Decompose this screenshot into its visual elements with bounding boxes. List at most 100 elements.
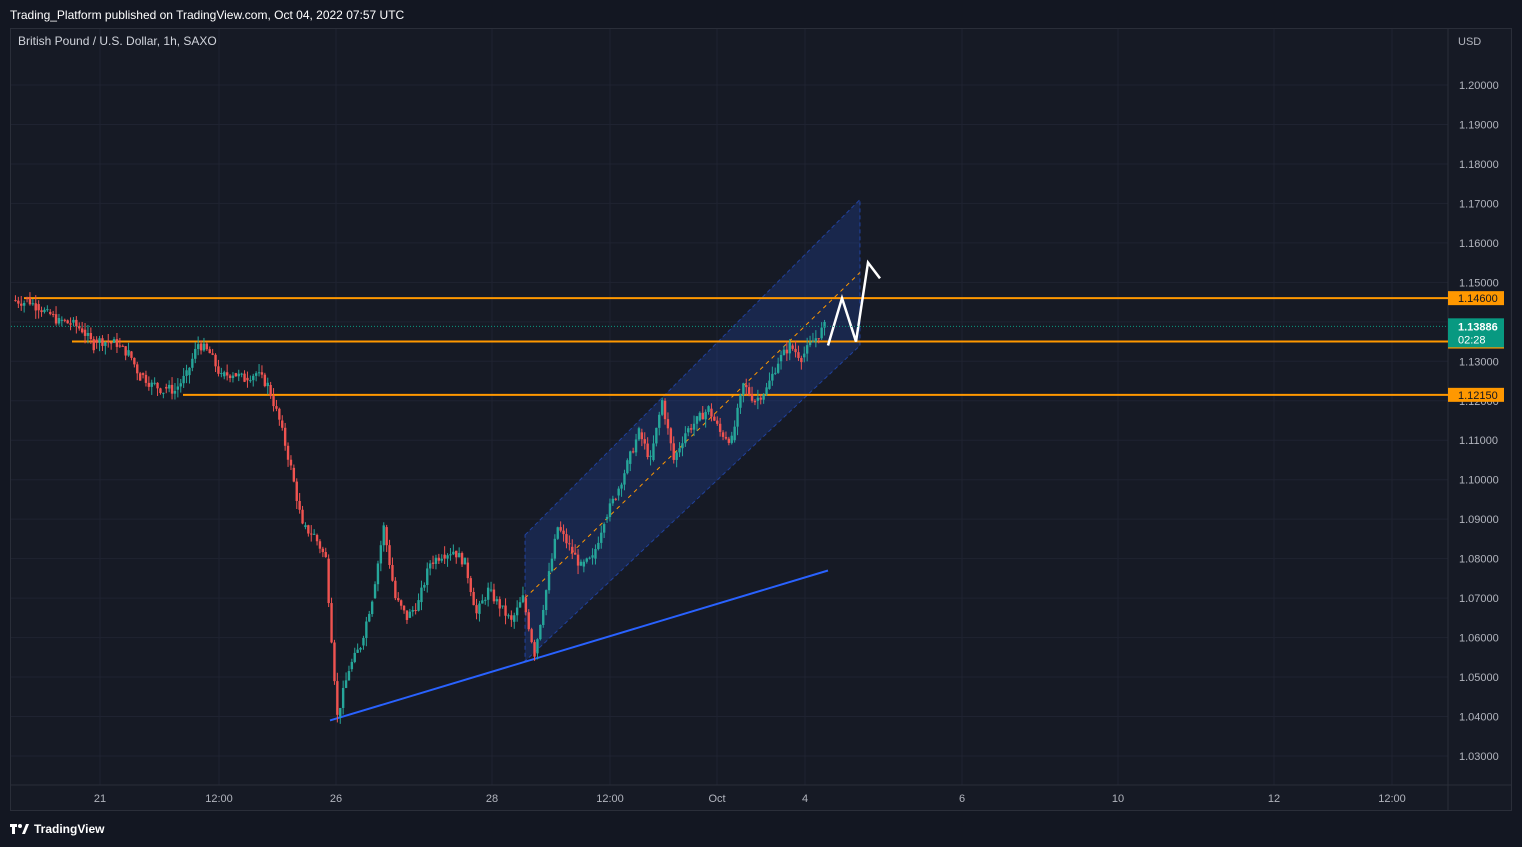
candle-body [805,345,809,354]
candle-body [426,568,429,586]
candle-body [17,300,20,304]
tradingview-logo-icon [10,824,29,834]
currency-label: USD [1458,36,1481,48]
candle-body [562,530,565,535]
candle-body [397,598,400,601]
candle-body [759,397,762,400]
candle-body [515,607,519,616]
candle-body [162,392,165,394]
candle-body [83,329,87,336]
candle-body [260,372,264,375]
candle-body [417,600,420,611]
candle-body [86,332,90,336]
y-tick-label: 1.10000 [1459,475,1499,487]
candle-body [408,611,412,618]
candle-body [782,349,786,356]
chart-pane[interactable] [10,28,1512,811]
chart-title: British Pound / U.S. Dollar, 1h, SAXO [18,34,217,48]
candle-body [165,386,168,389]
candle-body [136,364,139,374]
regression-channel[interactable] [524,198,861,663]
candle-body [646,443,649,458]
candle-body [756,397,760,401]
candle-body [153,382,156,384]
level-price-label: 1.14600 [1458,293,1498,305]
candle-body [298,501,301,510]
candle-body [510,615,513,620]
y-tick-label: 1.20000 [1459,80,1499,92]
candle-body [658,414,661,428]
candle-body [791,345,794,349]
candle-body [666,419,670,429]
candle-body [121,345,124,347]
brand-name: TradingView [34,822,105,836]
level-price-tag [1448,291,1504,306]
candle-body [156,382,159,389]
candle-body [98,338,101,343]
candle-body [762,394,765,400]
candle-body [223,372,226,377]
candle-body [513,615,516,622]
candle-body [707,406,710,412]
candle-body [133,357,136,365]
candle-body [489,589,493,591]
candle-body [582,561,586,567]
x-tick-label: 4 [802,793,808,805]
candle-body [463,557,467,565]
candle-body [449,554,452,556]
candle-body [486,587,490,600]
candle-body [60,319,64,321]
candle-body [20,303,23,306]
candle-body [341,687,345,708]
candle-body [524,598,528,613]
candle-body [225,372,229,376]
last-price-value: 1.13886 [1458,321,1498,333]
candle-body [37,304,40,311]
candle-body [22,302,26,306]
candle-body [478,603,481,614]
candle-body [602,524,606,533]
candle-body [742,383,745,395]
candle-body [112,339,116,343]
candle-body [25,297,29,299]
candle-body [678,448,681,453]
candle-body [208,349,211,354]
candle-body [28,297,32,305]
candle-body [803,353,806,358]
candle-body [211,353,214,355]
candle-body [553,538,557,559]
candle-body [669,428,673,444]
candle-body [243,373,246,382]
candle-body [498,599,501,609]
candle-body [692,423,696,430]
candle-body [814,338,818,342]
y-tick-label: 1.05000 [1459,672,1499,684]
candle-body [695,416,699,424]
candle-body [402,605,406,611]
candle-body [159,388,162,394]
last-price-tag [1448,318,1504,348]
candle-body [434,557,438,564]
candle-body [72,319,75,323]
candle-body [626,460,629,474]
candle-body [527,612,530,630]
candle-body [234,373,238,377]
candle-body [89,332,93,340]
tradingview-brand[interactable]: TradingView [10,822,104,836]
candle-body [539,624,542,640]
candle-body [182,375,185,384]
y-tick-label: 1.04000 [1459,712,1499,724]
candle-body [66,320,69,324]
candle-body [724,436,728,439]
projection-arrow[interactable] [826,259,881,346]
y-tick-label: 1.06000 [1459,633,1499,645]
x-tick-label: 12 [1268,793,1280,805]
candle-body [51,313,55,315]
candle-body [107,341,110,343]
candle-body [800,357,803,363]
candle-body [301,509,304,524]
trendline[interactable] [329,569,829,722]
candle-body [629,451,632,464]
x-tick-label: 28 [486,793,498,805]
